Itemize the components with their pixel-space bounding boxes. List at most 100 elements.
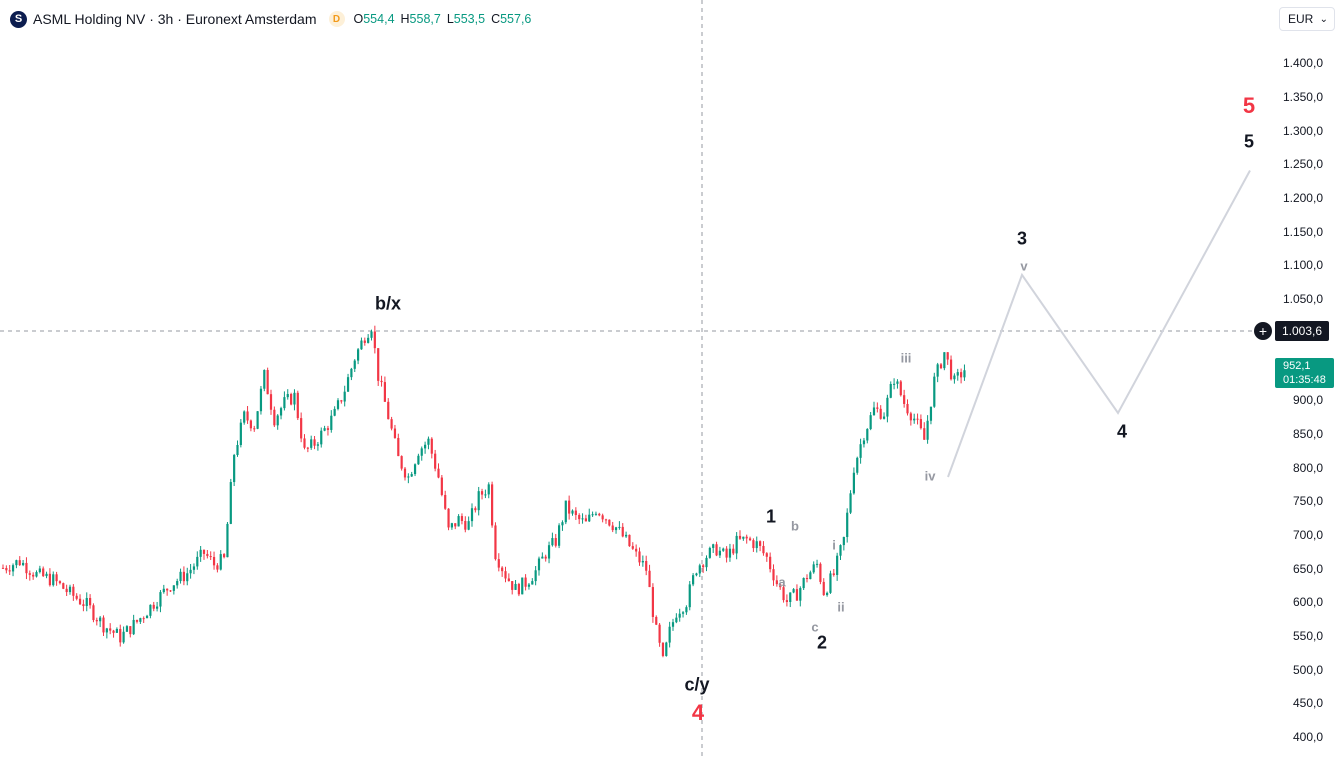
candle-body bbox=[333, 408, 336, 416]
candle-body bbox=[192, 566, 196, 570]
candle-body bbox=[75, 595, 78, 599]
candle-body bbox=[310, 439, 313, 448]
price-axis-label: 450,0 bbox=[1292, 696, 1323, 710]
candle-body bbox=[68, 586, 72, 593]
candle-body bbox=[246, 411, 249, 421]
candle-body bbox=[82, 604, 85, 607]
candle-body bbox=[604, 519, 608, 521]
wave-label-4[interactable]: 4 bbox=[1116, 421, 1128, 442]
delayed-data-badge: D bbox=[328, 11, 345, 27]
candle-body bbox=[695, 573, 698, 576]
candle-body bbox=[410, 474, 413, 477]
candle-body bbox=[923, 428, 926, 440]
candle-body bbox=[253, 428, 256, 430]
candle-body bbox=[608, 519, 611, 526]
candle-body bbox=[279, 408, 283, 416]
candle-body bbox=[112, 630, 115, 633]
candle-body bbox=[782, 587, 785, 601]
price-axis-label: 500,0 bbox=[1292, 663, 1323, 677]
candle-body bbox=[283, 397, 286, 409]
wave-label-iii[interactable]: iii bbox=[900, 350, 912, 366]
candle-body bbox=[172, 585, 175, 591]
candle-body bbox=[92, 605, 95, 621]
candle-body bbox=[939, 364, 943, 369]
wave-label-iv[interactable]: iv bbox=[924, 468, 936, 484]
candle-body bbox=[239, 422, 242, 445]
wave-label-cy[interactable]: c/y bbox=[684, 674, 710, 695]
candle-body bbox=[139, 618, 142, 622]
wave-label-bx[interactable]: b/x bbox=[374, 293, 402, 314]
candle-body bbox=[956, 372, 959, 376]
candle-body bbox=[795, 589, 799, 601]
candle-body bbox=[400, 456, 403, 469]
wave-label-a[interactable]: a bbox=[778, 574, 786, 590]
candle-body bbox=[655, 616, 658, 625]
wave-label-5[interactable]: 5 bbox=[1243, 131, 1255, 152]
candle-body bbox=[517, 583, 520, 595]
add-alert-plus-icon[interactable]: + bbox=[1254, 322, 1272, 340]
candle-body bbox=[826, 592, 829, 596]
candle-body bbox=[276, 415, 279, 426]
wave-label-2[interactable]: 2 bbox=[816, 632, 828, 653]
candle-body bbox=[558, 525, 561, 546]
wave-label-5-red[interactable]: 5 bbox=[1242, 93, 1256, 118]
candle-body bbox=[584, 518, 587, 522]
candle-body bbox=[541, 556, 544, 559]
candle-body bbox=[625, 534, 628, 537]
candle-body bbox=[933, 376, 936, 407]
candle-body bbox=[444, 494, 447, 509]
wave-label-ii[interactable]: ii bbox=[837, 599, 845, 615]
wave-label-1[interactable]: 1 bbox=[765, 506, 777, 527]
candle-body bbox=[836, 555, 839, 575]
candle-body bbox=[28, 573, 31, 575]
chevron-down-icon: ⌄ bbox=[1319, 13, 1328, 25]
wave-label-i[interactable]: i bbox=[832, 537, 836, 553]
candle-body bbox=[99, 617, 102, 622]
wave-label-3[interactable]: 3 bbox=[1016, 228, 1028, 249]
candle-body bbox=[568, 500, 571, 514]
candle-body bbox=[313, 439, 316, 446]
wave-label-b[interactable]: b bbox=[791, 518, 799, 534]
candle-body bbox=[263, 369, 266, 389]
wave-label-4-red[interactable]: 4 bbox=[691, 700, 705, 725]
candle-body bbox=[504, 571, 507, 579]
symbol-title[interactable]: ASML Holding NV · 3h · Euronext Amsterda… bbox=[33, 11, 317, 27]
candle-body bbox=[306, 447, 309, 449]
candle-body bbox=[514, 583, 517, 590]
candle-body bbox=[370, 331, 373, 338]
wave-label-v[interactable]: v bbox=[1020, 258, 1028, 274]
candle-body bbox=[678, 613, 681, 618]
currency-select[interactable]: EUR ⌄ bbox=[1279, 7, 1335, 31]
price-axis-label: 700,0 bbox=[1292, 528, 1323, 542]
wave-label-c[interactable]: c bbox=[811, 619, 819, 635]
candle-body bbox=[896, 381, 899, 384]
candle-body bbox=[661, 642, 665, 656]
candle-body bbox=[785, 600, 788, 602]
candle-body bbox=[671, 622, 675, 627]
candle-body bbox=[537, 558, 541, 571]
candle-body bbox=[109, 628, 112, 631]
candle-body bbox=[765, 553, 768, 557]
candle-body bbox=[571, 510, 574, 514]
candle-body bbox=[859, 444, 862, 458]
candle-body bbox=[129, 626, 132, 635]
candle-body bbox=[501, 567, 504, 572]
last-price-label: 952,1 01:35:48 bbox=[1275, 358, 1334, 388]
candle-body bbox=[152, 604, 155, 609]
candle-body bbox=[812, 564, 815, 573]
candle-body bbox=[809, 572, 812, 580]
candle-body bbox=[889, 384, 892, 398]
candle-body bbox=[805, 577, 809, 580]
candle-body bbox=[196, 556, 199, 567]
candle-body bbox=[839, 545, 842, 556]
candle-body bbox=[249, 420, 252, 429]
candle-body bbox=[511, 581, 514, 590]
candle-body bbox=[497, 559, 500, 568]
candle-body bbox=[42, 568, 45, 577]
candle-body bbox=[949, 359, 953, 380]
candle-body bbox=[705, 557, 708, 568]
price-axis-label: 1.350,0 bbox=[1282, 90, 1323, 104]
candle-body bbox=[326, 428, 330, 430]
candle-body bbox=[440, 477, 443, 495]
